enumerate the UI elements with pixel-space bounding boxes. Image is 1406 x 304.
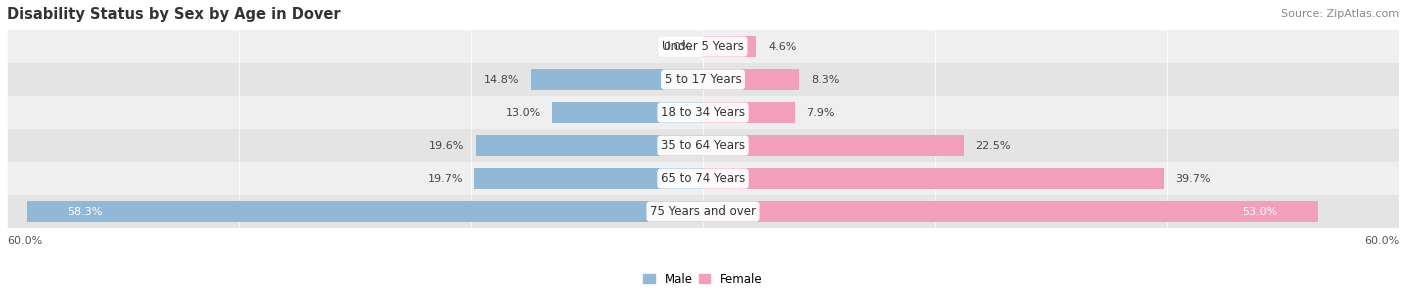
Text: 58.3%: 58.3% (67, 206, 103, 216)
Text: 18 to 34 Years: 18 to 34 Years (661, 106, 745, 119)
Text: 53.0%: 53.0% (1241, 206, 1277, 216)
Bar (703, 168, 1164, 189)
Text: 13.0%: 13.0% (505, 108, 540, 118)
Bar (531, 69, 703, 90)
Text: 35 to 64 Years: 35 to 64 Years (661, 139, 745, 152)
Text: Source: ZipAtlas.com: Source: ZipAtlas.com (1281, 9, 1399, 19)
Text: 8.3%: 8.3% (811, 74, 839, 85)
Bar (475, 135, 703, 156)
Text: 5 to 17 Years: 5 to 17 Years (665, 73, 741, 86)
Text: 7.9%: 7.9% (806, 108, 835, 118)
Text: 0.0%: 0.0% (664, 42, 692, 52)
Text: Disability Status by Sex by Age in Dover: Disability Status by Sex by Age in Dover (7, 7, 340, 22)
Bar (703, 69, 799, 90)
Bar (7, 63, 1399, 96)
Text: 19.6%: 19.6% (429, 140, 464, 150)
Bar (7, 30, 1399, 63)
Bar (7, 162, 1399, 195)
Bar (703, 36, 756, 57)
Bar (7, 129, 1399, 162)
Bar (474, 168, 703, 189)
Text: Under 5 Years: Under 5 Years (662, 40, 744, 53)
Text: 19.7%: 19.7% (427, 174, 463, 184)
Text: 39.7%: 39.7% (1175, 174, 1211, 184)
Text: 60.0%: 60.0% (1364, 236, 1399, 246)
Text: 60.0%: 60.0% (7, 236, 42, 246)
Bar (703, 102, 794, 123)
Text: 75 Years and over: 75 Years and over (650, 205, 756, 218)
Bar (553, 102, 703, 123)
Bar (703, 135, 965, 156)
Text: 65 to 74 Years: 65 to 74 Years (661, 172, 745, 185)
Bar (703, 201, 1317, 222)
Text: 14.8%: 14.8% (484, 74, 520, 85)
Bar (27, 201, 703, 222)
Bar (7, 96, 1399, 129)
Text: 4.6%: 4.6% (768, 42, 796, 52)
Bar (7, 195, 1399, 228)
Text: 22.5%: 22.5% (976, 140, 1011, 150)
Legend: Male, Female: Male, Female (644, 272, 762, 285)
